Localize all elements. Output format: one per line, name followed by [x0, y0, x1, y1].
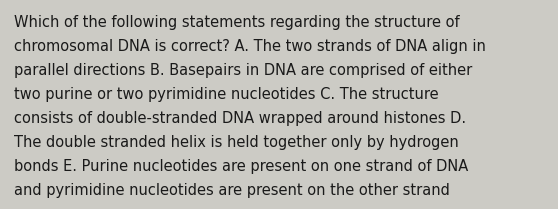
Text: parallel directions B. Basepairs in DNA are comprised of either: parallel directions B. Basepairs in DNA … [14, 63, 472, 78]
Text: two purine or two pyrimidine nucleotides C. The structure: two purine or two pyrimidine nucleotides… [14, 87, 439, 102]
Text: and pyrimidine nucleotides are present on the other strand: and pyrimidine nucleotides are present o… [14, 183, 450, 198]
Text: chromosomal DNA is correct? A. The two strands of DNA align in: chromosomal DNA is correct? A. The two s… [14, 39, 486, 54]
Text: consists of double-stranded DNA wrapped around histones D.: consists of double-stranded DNA wrapped … [14, 111, 466, 126]
Text: Which of the following statements regarding the structure of: Which of the following statements regard… [14, 15, 460, 30]
Text: The double stranded helix is held together only by hydrogen: The double stranded helix is held togeth… [14, 135, 459, 150]
Text: bonds E. Purine nucleotides are present on one strand of DNA: bonds E. Purine nucleotides are present … [14, 159, 468, 174]
